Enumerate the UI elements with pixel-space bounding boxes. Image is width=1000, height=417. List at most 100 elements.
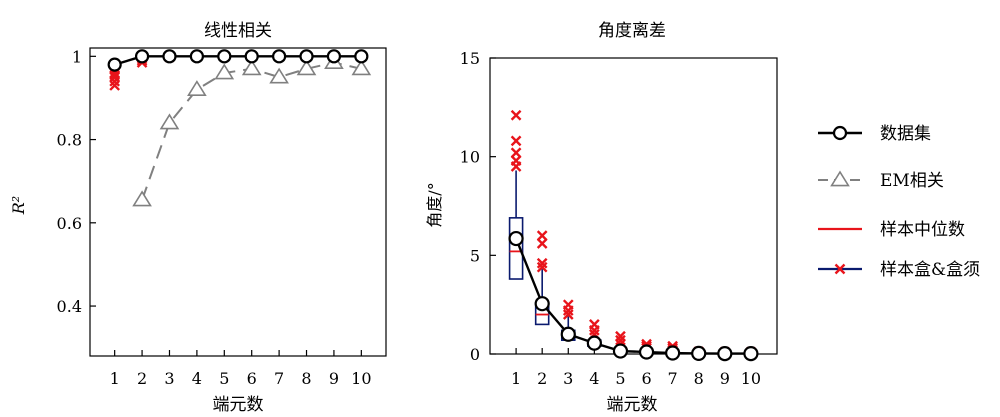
left-dataset-point xyxy=(299,49,314,64)
legend-em-marker xyxy=(830,170,850,187)
panel-linear-correlation: 线性相关 0.40.60.81 1 2 3 4 5 6 7 8 9 10 端元数 R² xyxy=(9,21,387,415)
right-dataset-line xyxy=(514,238,751,355)
right-x-axis-label: 端元数 xyxy=(607,395,658,415)
sample-box xyxy=(508,217,524,280)
legend-box-marker xyxy=(834,263,846,275)
left-x-axis: 1 2 3 4 5 6 7 8 9 10 xyxy=(110,350,372,388)
right-y-tick-label: 15 xyxy=(460,49,480,68)
left-y-tick-label: 1 xyxy=(72,47,82,66)
left-plot-frame xyxy=(89,47,387,357)
right-outlier-mark xyxy=(589,319,600,330)
left-x-tick-label: 8 xyxy=(301,369,311,388)
right-dataset-point xyxy=(691,345,707,362)
right-x-tick-label: 5 xyxy=(615,369,625,388)
right-x-tick-label: 10 xyxy=(741,369,761,388)
left-dataset-point xyxy=(217,49,232,64)
left-dataset-point xyxy=(189,49,204,64)
right-outlier-mark xyxy=(536,230,548,241)
legend-dataset-marker xyxy=(832,125,848,141)
right-plot-frame xyxy=(489,57,778,355)
em-correlation-point xyxy=(241,59,262,76)
right-x-tick-label: 9 xyxy=(720,369,730,388)
right-y-axis: 0 5 10 15 xyxy=(460,49,496,364)
left-outlier-mark xyxy=(109,80,121,91)
right-x-tick-label: 3 xyxy=(563,369,573,388)
em-correlation-line xyxy=(141,61,362,201)
right-outlier-mark xyxy=(615,330,626,342)
right-outlier-mark xyxy=(510,135,522,147)
right-x-tick-label: 6 xyxy=(641,369,651,388)
right-dataset-point xyxy=(743,346,759,362)
right-outlier-mark xyxy=(536,238,548,249)
sample-boxes xyxy=(508,170,759,356)
left-x-tick-label: 4 xyxy=(192,369,202,388)
legend-label: 样本盒&盒须 xyxy=(880,260,980,280)
right-dataset-point xyxy=(534,296,550,312)
left-dataset-point xyxy=(272,49,287,64)
em-correlation-point xyxy=(214,63,235,80)
em-correlation-point xyxy=(296,59,317,76)
right-y-tick-label: 10 xyxy=(460,148,480,167)
right-dataset-point xyxy=(612,343,629,359)
left-y-tick-label: 0.6 xyxy=(57,214,82,233)
em-correlation-point xyxy=(269,67,289,84)
right-dataset-point xyxy=(560,326,576,342)
left-x-tick-label: 1 xyxy=(110,369,120,388)
left-y-tick-label: 0.4 xyxy=(57,297,82,316)
left-x-tick-label: 6 xyxy=(247,369,257,388)
right-outlier-mark xyxy=(536,257,548,269)
left-x-tick-label: 5 xyxy=(219,369,229,388)
legend-label: 数据集 xyxy=(880,124,931,144)
em-correlation-point xyxy=(159,113,180,130)
right-dataset-point xyxy=(508,230,524,247)
right-chart-title: 角度离差 xyxy=(598,21,666,41)
right-outlier-mark xyxy=(510,155,522,166)
em-correlation-point xyxy=(351,59,372,76)
left-y-axis: 0.4 0.6 0.8 1 xyxy=(57,47,96,316)
right-x-tick-label: 8 xyxy=(694,369,704,388)
right-outlier-mark xyxy=(510,109,522,121)
em-correlation-point xyxy=(187,80,207,97)
left-outlier-mark xyxy=(109,71,121,83)
left-x-tick-label: 10 xyxy=(351,369,371,388)
left-y-axis-label: R² xyxy=(9,196,28,215)
right-dataset-point xyxy=(638,344,655,360)
left-dataset-series xyxy=(107,49,369,72)
left-dataset-point xyxy=(244,49,259,64)
right-y-tick-label: 0 xyxy=(470,345,480,364)
right-dataset-point xyxy=(717,346,733,362)
right-outlier-mark xyxy=(536,261,548,273)
left-x-tick-label: 2 xyxy=(137,369,147,388)
left-chart-title: 线性相关 xyxy=(204,21,272,41)
left-x-tick-label: 9 xyxy=(329,369,339,388)
left-x-axis-label: 端元数 xyxy=(213,395,264,415)
right-x-tick-label: 7 xyxy=(668,369,678,388)
right-outlier-mark xyxy=(562,299,574,311)
right-y-tick-label: 5 xyxy=(470,246,480,265)
left-dataset-point xyxy=(134,49,150,64)
em-correlation-point xyxy=(132,190,152,207)
right-dataset-series xyxy=(508,230,759,362)
em-correlation-series xyxy=(132,53,372,207)
left-x-tick-label: 7 xyxy=(274,369,284,388)
right-x-tick-label: 4 xyxy=(589,369,599,388)
legend-label: EM相关 xyxy=(880,171,944,191)
right-outlier-mark xyxy=(510,147,522,159)
left-dataset-line xyxy=(114,55,362,66)
left-y-tick-label: 0.8 xyxy=(57,131,82,150)
right-outlier-mark xyxy=(562,309,574,320)
right-y-axis-label: 角度/° xyxy=(425,182,444,227)
left-dataset-point xyxy=(326,49,342,64)
right-dataset-point xyxy=(665,345,681,361)
left-dataset-point xyxy=(354,49,369,64)
right-x-tick-label: 1 xyxy=(511,369,521,388)
left-x-tick-label: 3 xyxy=(164,369,174,388)
right-outlier-mark xyxy=(615,334,626,346)
right-dataset-point xyxy=(586,335,602,351)
left-dataset-point xyxy=(107,57,122,72)
right-x-tick-label: 2 xyxy=(537,369,547,388)
left-dataset-point xyxy=(162,49,177,64)
